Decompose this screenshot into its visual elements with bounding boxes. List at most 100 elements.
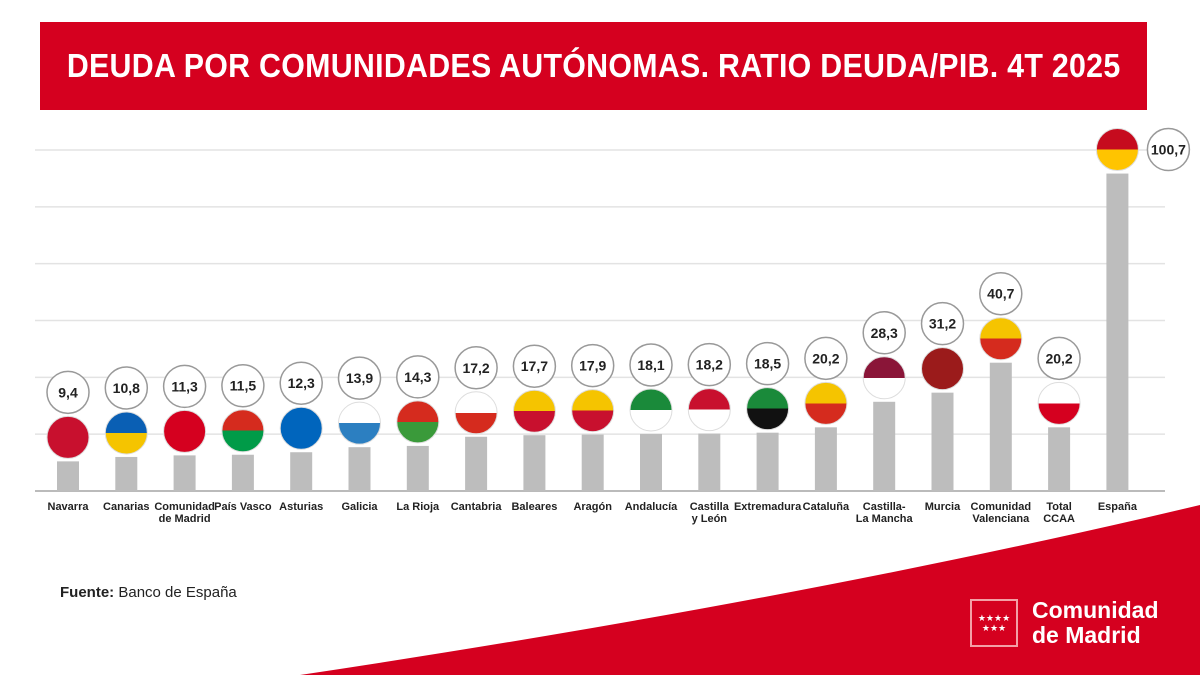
data-label: 17,9 [579, 358, 606, 374]
x-tick-label: Navarra [48, 501, 90, 513]
value-bubble [629, 343, 673, 387]
value-bubble [804, 336, 848, 381]
logo-line1: Comunidad [1032, 597, 1159, 623]
x-tick-label: Extremadura [734, 501, 802, 513]
data-label: 17,7 [521, 358, 548, 374]
background-swoosh [300, 505, 1200, 675]
flag-icon [629, 388, 673, 432]
comunidad-de-madrid-logo: ★★★★ ★★★ Comunidad de Madrid [970, 598, 1159, 648]
data-label: 13,9 [346, 370, 373, 386]
x-tick-label: de Madrid [159, 513, 211, 525]
x-tick-label: Valenciana [972, 513, 1030, 525]
x-tick-label: Baleares [511, 501, 557, 513]
data-label: 18,1 [637, 357, 664, 373]
bar [290, 452, 313, 491]
bar [931, 392, 954, 491]
value-bubble [279, 361, 323, 405]
flag-icon [862, 356, 906, 400]
value-bubble [337, 356, 382, 400]
flag-icon [1095, 128, 1139, 172]
data-label: 18,2 [696, 357, 723, 373]
bar [115, 456, 138, 491]
data-label: 9,4 [58, 384, 78, 400]
flag-icon [163, 409, 207, 453]
bar [989, 362, 1012, 491]
title-banner: DEUDA POR COMUNIDADES AUTÓNOMAS. RATIO D… [40, 22, 1147, 110]
x-tick-label: y León [692, 513, 728, 525]
source-note: Fuente: Banco de España [60, 584, 237, 601]
flag-icon [104, 411, 148, 455]
value-bubble [396, 355, 440, 399]
flag-icon [396, 400, 440, 444]
flag-icon [338, 401, 381, 445]
bar [523, 435, 546, 491]
x-tick-label: Castilla- [863, 501, 906, 513]
data-label: 14,3 [404, 369, 431, 385]
flag-icon [804, 381, 848, 425]
data-label: 100,7 [1151, 142, 1186, 158]
x-tick-label: La Rioja [396, 501, 440, 513]
x-tick-label: La Mancha [856, 513, 914, 525]
data-label: 11,5 [230, 378, 257, 394]
bar [406, 445, 429, 491]
x-tick-label: Aragón [573, 501, 612, 513]
bar [1106, 173, 1129, 491]
x-tick-label: País Vasco [214, 501, 272, 513]
flag-icon [1037, 381, 1081, 425]
value-bubble [979, 271, 1023, 316]
x-tick-label: Galicia [341, 501, 378, 513]
data-label: 28,3 [871, 325, 898, 341]
x-tick-label: CCAA [1043, 513, 1075, 525]
flag-icon [921, 347, 964, 391]
flag-icon [746, 387, 790, 431]
data-label: 10,8 [113, 380, 140, 396]
value-bubble [512, 344, 557, 388]
bar [814, 427, 837, 491]
flag-icon [454, 391, 498, 435]
stars-icon: ★★★★ ★★★ [970, 599, 1018, 647]
bar [873, 401, 896, 491]
x-tick-label: Murcia [925, 501, 961, 513]
value-bubble [1037, 336, 1081, 381]
x-tick-label: Cataluña [803, 501, 850, 513]
flag-icon [46, 415, 90, 459]
x-tick-label: Canarias [103, 501, 149, 513]
bar [581, 434, 604, 491]
data-label: 18,5 [754, 356, 781, 372]
x-tick-label: Comunidad [971, 501, 1032, 513]
value-bubble [920, 301, 965, 346]
flag-icon [571, 389, 615, 433]
flag-icon [279, 406, 323, 450]
x-tick-label: Total [1046, 501, 1071, 513]
flag-icon [221, 409, 265, 453]
source-text: Banco de España [118, 584, 237, 601]
value-bubble [162, 364, 207, 409]
flag-icon [687, 388, 731, 432]
logo-line2: de Madrid [1032, 622, 1141, 648]
data-label: 11,3 [171, 378, 198, 394]
x-tick-label: Cantabria [451, 501, 503, 513]
data-label: 31,2 [929, 316, 956, 332]
bar [1048, 427, 1071, 491]
bar [173, 455, 196, 491]
bar [698, 433, 721, 491]
source-label: Fuente: [60, 584, 115, 601]
value-bubble [221, 363, 265, 408]
value-bubble [1146, 127, 1191, 172]
value-bubble [745, 341, 790, 386]
bar [57, 461, 79, 491]
x-tick-label: España [1098, 501, 1138, 513]
flag-icon [512, 389, 556, 433]
bar [231, 454, 254, 491]
flag-icon [979, 317, 1023, 361]
x-tick-label: Andalucía [625, 501, 678, 513]
data-label: 17,2 [462, 360, 489, 376]
value-bubble [46, 370, 90, 415]
bar [640, 433, 662, 491]
x-tick-label: Asturias [279, 501, 323, 513]
data-label: 20,2 [1045, 350, 1072, 366]
data-label: 20,2 [812, 350, 839, 366]
value-bubble [687, 342, 732, 387]
chart-title: DEUDA POR COMUNIDADES AUTÓNOMAS. RATIO D… [66, 47, 1121, 84]
